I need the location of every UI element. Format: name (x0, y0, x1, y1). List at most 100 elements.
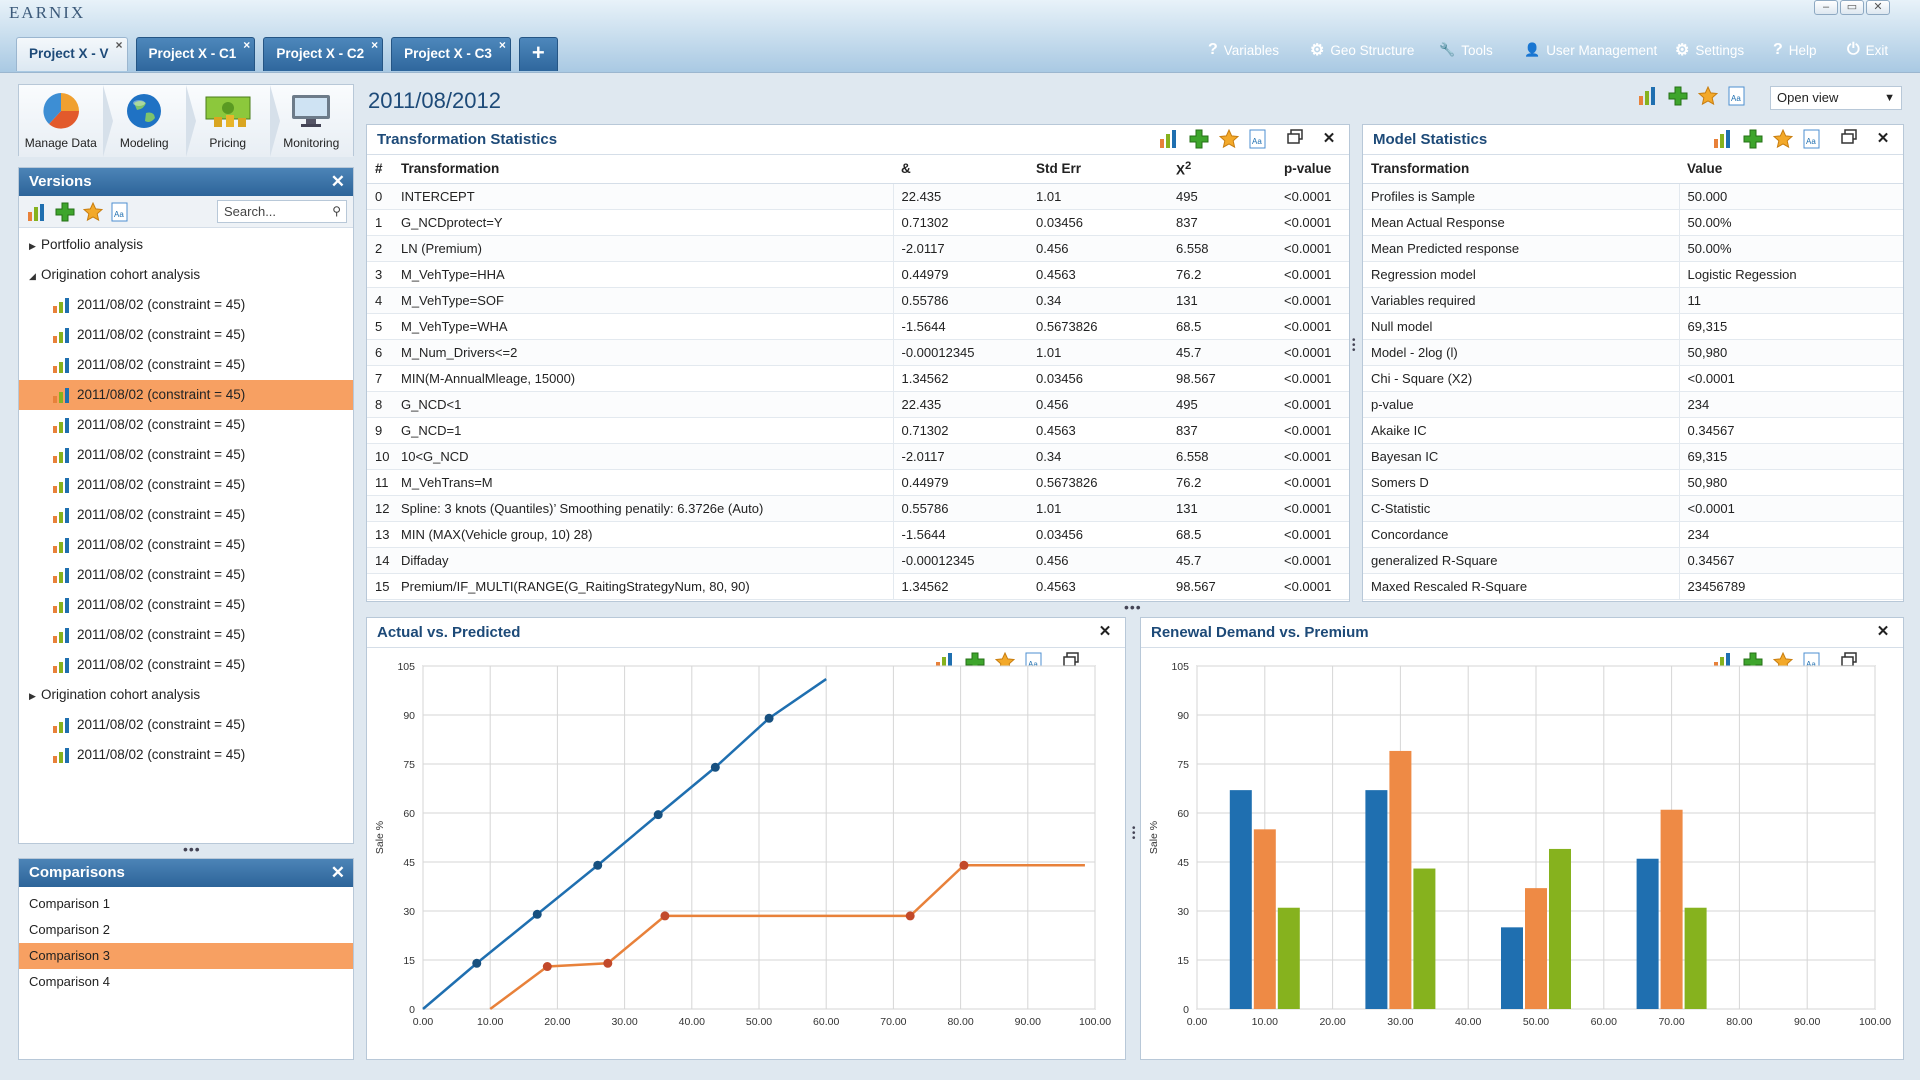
table-row[interactable]: Model - 2log (l) 50,980 (1363, 339, 1903, 366)
tab-project-x-v[interactable]: Project X - V × (16, 37, 128, 71)
search-icon[interactable]: ⚲ (332, 204, 341, 218)
col-header[interactable]: Std Err (1028, 155, 1168, 184)
table-row[interactable]: 11 M_VehTrans=M 0.44979 0.5673826 76.2 <0.000… (367, 469, 1349, 496)
table-row[interactable]: Somers D 50,980 (1363, 469, 1903, 496)
table-row[interactable]: 13 MIN (MAX(Vehicle group, 10) 28) -1.5644… (367, 521, 1349, 548)
table-row[interactable]: Regression model Logistic Regession (1363, 261, 1903, 288)
close-icon[interactable]: × (115, 38, 123, 52)
star-icon[interactable] (1773, 622, 1797, 672)
caret-right-icon[interactable]: ▶ (29, 691, 36, 701)
col-header[interactable]: X2 (1168, 155, 1276, 184)
close-icon[interactable]: ✕ (1322, 130, 1336, 147)
caret-right-icon[interactable]: ▶ (29, 241, 36, 251)
resize-handle[interactable]: ••• (1352, 335, 1357, 356)
restore-icon[interactable] (1841, 622, 1865, 667)
comparison-item[interactable]: Comparison 4 (29, 974, 110, 989)
table-row[interactable]: Concordance 234 (1363, 521, 1903, 548)
module-modeling[interactable]: Modeling (102, 85, 196, 157)
tree-group[interactable]: ▶ Origination cohort analysis (19, 680, 353, 710)
tab-project-x-c1[interactable]: Project X - C1 × (135, 37, 256, 71)
comparison-item[interactable]: Comparison 3 (19, 943, 353, 969)
table-row[interactable]: Mean Actual Response 50.00% (1363, 209, 1903, 236)
tree-group[interactable]: ▶ Portfolio analysis (19, 230, 353, 260)
table-row[interactable]: 10 10<G_NCD -2.0117 0.34 6.558 <0.0001 (367, 443, 1349, 470)
table-row[interactable]: 4 M_VehType=SOF 0.55786 0.34 131 <0.0001 (367, 287, 1349, 314)
close-icon[interactable]: ✕ (330, 863, 345, 882)
tree-item[interactable]: 2011/08/02 (constraint = 45) (19, 290, 353, 320)
table-row[interactable]: Profiles is Sample 50.000 (1363, 183, 1903, 210)
resize-handle[interactable]: ••• (1124, 599, 1142, 615)
report-icon[interactable]: Aa (1249, 129, 1273, 151)
report-icon[interactable]: Aa (1728, 86, 1746, 109)
close-icon[interactable]: ✕ (1876, 130, 1890, 147)
bar-chart-icon[interactable] (1159, 129, 1183, 151)
restore-icon[interactable] (1287, 129, 1311, 151)
tree-group[interactable]: ◢ Origination cohort analysis (19, 260, 353, 290)
tab-project-x-c3[interactable]: Project X - C3 × (391, 37, 511, 71)
maximize-button[interactable]: ▭ (1840, 0, 1864, 15)
restore-icon[interactable] (1841, 129, 1865, 151)
tree-item[interactable]: 2011/08/02 (constraint = 45) (19, 470, 353, 500)
table-row[interactable]: 5 M_VehType=WHA -1.5644 0.5673826 68.5 <0.000… (367, 313, 1349, 340)
close-icon[interactable]: × (498, 38, 506, 52)
close-icon[interactable]: ✕ (330, 172, 345, 191)
star-icon[interactable] (1697, 85, 1719, 109)
report-icon[interactable]: Aa (1803, 129, 1827, 151)
close-icon[interactable]: ✕ (1876, 623, 1890, 640)
tree-item[interactable]: 2011/08/02 (constraint = 45) (19, 740, 353, 770)
add-icon[interactable] (965, 622, 989, 672)
star-icon[interactable] (995, 622, 1019, 672)
close-icon[interactable]: × (371, 38, 379, 52)
table-row[interactable]: 9 G_NCD=1 0.71302 0.4563 837 <0.0001 (367, 417, 1349, 444)
col-header[interactable]: Value (1679, 155, 1903, 184)
table-row[interactable]: 15 Premium/IF_MULTI(RANGE(G_RaitingStrate… (367, 573, 1349, 600)
caret-down-icon[interactable]: ◢ (29, 271, 36, 281)
module-manage-data[interactable]: Manage Data (19, 85, 113, 157)
table-row[interactable]: Variables required 11 (1363, 287, 1903, 314)
table-row[interactable]: Akaike IC 0.34567 (1363, 417, 1903, 444)
table-row[interactable]: 2 LN (Premium) -2.0117 0.456 6.558 <0.0001 (367, 235, 1349, 262)
table-row[interactable]: Null model 69,315 (1363, 313, 1903, 340)
tree-item[interactable]: 2011/08/02 (constraint = 45) (19, 410, 353, 440)
comparison-item[interactable]: Comparison 1 (29, 896, 110, 911)
tree-item[interactable]: 2011/08/02 (constraint = 45) (19, 320, 353, 350)
report-icon[interactable]: Aa (1025, 622, 1049, 672)
minimize-button[interactable]: – (1814, 0, 1838, 15)
menu-help[interactable]: ? Help (1773, 40, 1817, 60)
report-icon[interactable]: Aa (1803, 622, 1827, 672)
tab-project-x-c2[interactable]: Project X - C2 × (263, 37, 384, 71)
tree-item[interactable]: 2011/08/02 (constraint = 45) (19, 350, 353, 380)
module-monitoring[interactable]: Monitoring (269, 85, 353, 157)
col-header[interactable]: p-value (1276, 155, 1349, 184)
table-row[interactable]: 3 M_VehType=HHA 0.44979 0.4563 76.2 <0.0001 (367, 261, 1349, 288)
table-row[interactable]: Mean Predicted response 50.00% (1363, 235, 1903, 262)
tree-item[interactable]: 2011/08/02 (constraint = 45) (19, 530, 353, 560)
tree-item[interactable]: 2011/08/02 (constraint = 45) (19, 650, 353, 680)
view-select[interactable]: Open view ▼ (1770, 86, 1902, 110)
menu-settings[interactable]: ⚙ Settings (1675, 40, 1744, 60)
tree-item[interactable]: 2011/08/02 (constraint = 45) (19, 710, 353, 740)
table-row[interactable]: 7 MIN(M-AnnualMleage, 15000) 1.34562 0.0345… (367, 365, 1349, 392)
module-pricing[interactable]: Pricing (186, 85, 280, 157)
menu-exit[interactable]: ⏻ Exit (1847, 40, 1888, 60)
table-row[interactable]: Bayesan IC 69,315 (1363, 443, 1903, 470)
bar-chart-icon[interactable] (1713, 129, 1737, 151)
add-icon[interactable] (55, 202, 75, 225)
col-header[interactable]: Transformation (393, 155, 893, 184)
star-icon[interactable] (1218, 128, 1243, 151)
star-icon[interactable] (82, 201, 104, 225)
bar-chart-icon[interactable] (935, 622, 959, 671)
bar-chart-icon[interactable] (27, 203, 47, 224)
table-row[interactable]: 8 G_NCD<1 22.435 0.456 495 <0.0001 (367, 391, 1349, 418)
close-icon[interactable]: × (243, 38, 251, 52)
versions-search-input[interactable]: Search... ⚲ (217, 200, 347, 223)
add-icon[interactable] (1668, 86, 1688, 109)
close-icon[interactable]: ✕ (1098, 623, 1112, 640)
tree-item[interactable]: 2011/08/02 (constraint = 45) (19, 590, 353, 620)
tree-item[interactable]: 2011/08/02 (constraint = 45) (19, 620, 353, 650)
tree-item[interactable]: 2011/08/02 (constraint = 45) (19, 500, 353, 530)
col-header[interactable]: & (893, 155, 1028, 184)
add-icon[interactable] (1743, 129, 1767, 151)
table-row[interactable]: generalized R-Square 0.34567 (1363, 547, 1903, 574)
comparison-item[interactable]: Comparison 2 (29, 922, 110, 937)
